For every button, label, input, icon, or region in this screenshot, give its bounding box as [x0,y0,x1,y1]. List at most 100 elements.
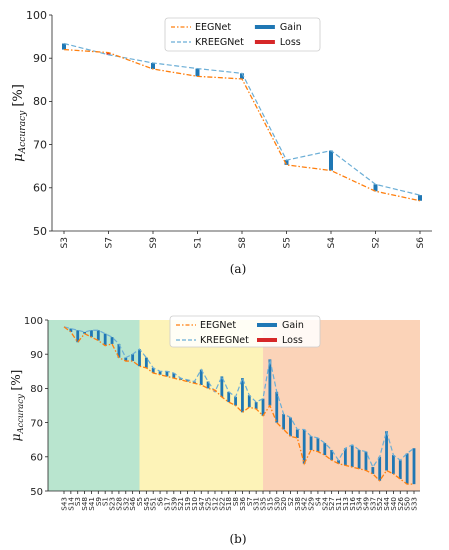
x-tick-label: S2 [372,237,382,248]
gain-bar [131,354,135,362]
gain-bar [199,369,203,385]
series-line-eegnet [63,326,414,485]
y-tick-label: 50 [30,487,43,498]
legend-label-kreegnet: KREEGNet [195,37,244,48]
gain-bar [76,330,80,343]
x-tick-label: S8 [238,237,248,249]
gain-bar [268,359,272,406]
gain-bar [405,453,409,485]
y-tick-label: 50 [33,225,47,238]
x-tick-label: S24 [320,497,329,511]
gain-bar [83,331,86,334]
gain-bar [254,402,258,409]
gain-bar [329,150,333,171]
x-tick-label: S52 [375,497,384,511]
y-tick-label: 70 [33,138,47,151]
x-tick-label: S50 [403,497,412,511]
x-tick-label: S25 [204,497,213,511]
y-tick-label: 80 [33,95,47,108]
gain-bar [247,395,251,408]
gain-bar [186,379,189,382]
x-tick-label: S14 [66,497,75,511]
x-tick-label: S3 [73,497,82,506]
y-tick-label: 100 [26,9,47,22]
x-tick-label: S28 [114,497,123,511]
legend: EEGNet KREEGNet Gain Loss [169,315,321,348]
gain-bar [110,337,114,344]
x-tick-label: S39 [169,497,178,511]
gain-bar [289,417,292,437]
x-tick-label: S4 [327,237,337,249]
x-tick-label: S22 [217,497,226,511]
x-tick-label: S16 [348,497,357,511]
legend-label-loss: Loss [282,335,303,346]
gain-bar [398,460,402,480]
x-tick-label: S26 [396,497,405,511]
gain-bar [302,429,306,464]
x-tick-label: S6 [156,497,165,507]
x-tick-label: S5 [135,497,144,506]
gain-bar [90,330,93,338]
x-tick-label: S29 [307,497,316,511]
x-tick-label: S42 [300,497,309,511]
gain-bar [316,437,320,452]
gain-bar [357,449,361,469]
gain-bar [295,429,299,438]
x-tick-label: S9 [94,497,103,507]
y-axis-label: μAccuracy [%] [9,370,25,442]
x-tick-label: S43 [60,497,69,511]
x-tick-label: S47 [197,497,206,511]
gain-bar [234,396,237,406]
legend-label-gain: Gain [280,22,302,33]
legend-swatch-gain [257,323,277,327]
gain-bar [192,381,196,384]
gain-bar [124,357,128,362]
gain-bar [144,357,148,368]
x-tick-label: S7 [105,237,115,248]
legend-swatch-gain [254,25,275,29]
gain-bar [179,378,183,380]
legend-frame [164,17,321,52]
region-band [48,320,140,491]
gain-bar [385,431,388,471]
x-tick-label: S30 [272,497,281,511]
gain-bar [392,455,395,474]
gain-bar [330,449,334,461]
gain-bar [275,391,279,423]
figure-caption: (b) [229,532,246,546]
gain-bar [69,328,73,332]
x-tick-label: S49 [361,497,370,511]
gain-bar [240,73,244,79]
series-line-eegnet [63,48,421,202]
gain-bar [364,451,368,471]
x-tick-label: S37 [368,497,377,511]
gain-bar [343,448,347,466]
gain-bar [138,349,141,367]
legend-swatch-loss [257,338,277,342]
gain-bar [418,195,422,201]
legend-label-eegnet: EEGNet [200,320,236,331]
series-line-kreegnet [63,42,421,196]
x-tick-label: S15 [265,497,274,511]
x-tick-label: S6 [416,237,426,249]
gain-bar [284,160,289,165]
x-tick-label: S2 [286,497,295,506]
gain-bar [350,444,354,468]
x-tick-label: S11 [334,497,343,511]
gain-bar [172,373,176,379]
gain-bar [206,381,210,389]
gain-bar [373,184,378,192]
legend-label-kreegnet: KREEGNet [200,335,249,346]
x-tick-label: S51 [149,497,158,511]
gain-bar [151,62,155,69]
x-tick-label: S34 [355,497,364,511]
x-tick-label: S35 [259,497,268,511]
x-tick-label: S21 [176,497,185,511]
x-tick-label: S41 [87,497,96,511]
x-tick-label: S27 [327,497,336,511]
x-tick-label: S31 [252,497,261,511]
x-tick-label: S9 [149,237,159,249]
gain-bar [241,378,244,413]
y-tick-label: 60 [30,453,43,464]
gain-bar [412,448,416,485]
